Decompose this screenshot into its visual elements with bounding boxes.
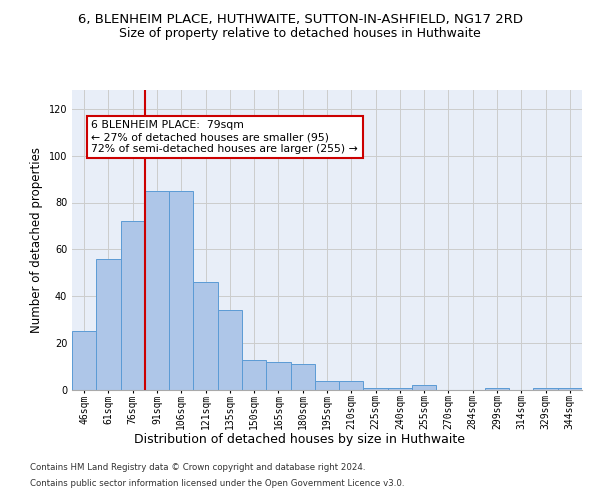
Text: Contains HM Land Registry data © Crown copyright and database right 2024.: Contains HM Land Registry data © Crown c… [30,464,365,472]
Bar [145,191,169,390]
Text: Distribution of detached houses by size in Huthwaite: Distribution of detached houses by size … [134,432,466,446]
Bar [96,259,121,390]
Bar [315,380,339,390]
Bar [290,364,315,390]
Bar [533,388,558,390]
Text: Contains public sector information licensed under the Open Government Licence v3: Contains public sector information licen… [30,478,404,488]
Y-axis label: Number of detached properties: Number of detached properties [30,147,43,333]
Bar [364,388,388,390]
Bar [218,310,242,390]
Bar [121,221,145,390]
Text: 6 BLENHEIM PLACE:  79sqm
← 27% of detached houses are smaller (95)
72% of semi-d: 6 BLENHEIM PLACE: 79sqm ← 27% of detache… [91,120,358,154]
Bar [266,362,290,390]
Bar [388,388,412,390]
Bar [72,332,96,390]
Bar [412,386,436,390]
Text: 6, BLENHEIM PLACE, HUTHWAITE, SUTTON-IN-ASHFIELD, NG17 2RD: 6, BLENHEIM PLACE, HUTHWAITE, SUTTON-IN-… [77,12,523,26]
Bar [485,388,509,390]
Bar [242,360,266,390]
Bar [193,282,218,390]
Bar [169,191,193,390]
Bar [339,380,364,390]
Text: Size of property relative to detached houses in Huthwaite: Size of property relative to detached ho… [119,28,481,40]
Bar [558,388,582,390]
